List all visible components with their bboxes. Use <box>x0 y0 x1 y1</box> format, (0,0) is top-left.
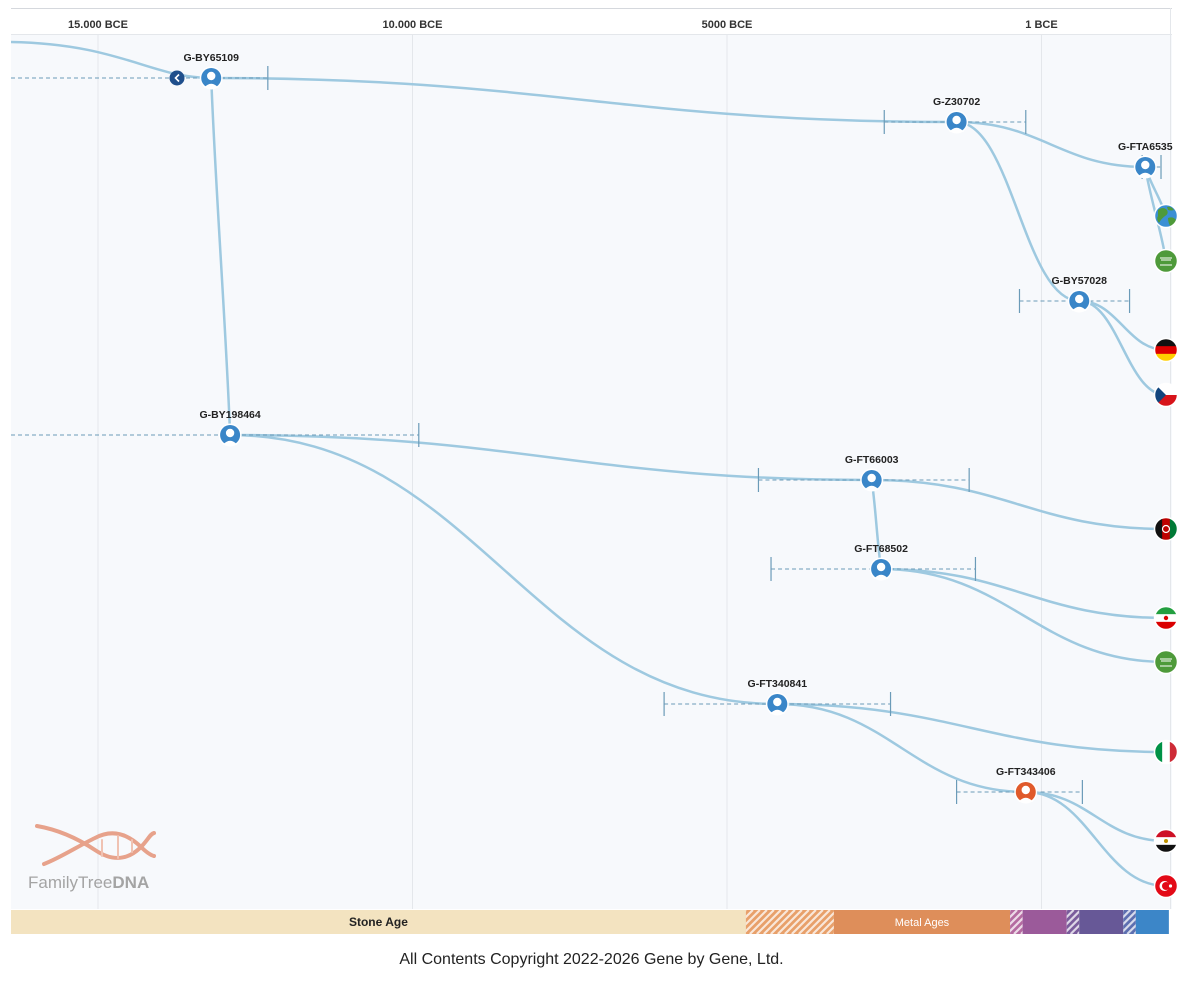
back-button[interactable] <box>169 70 185 86</box>
era-fill <box>1079 910 1124 934</box>
root-branch <box>11 40 212 80</box>
node-g-by198464[interactable]: G-BY198464 <box>199 409 261 447</box>
era-bar: Stone Age Metal Ages <box>11 910 1169 934</box>
tick-label: 5000 BCE <box>702 19 753 31</box>
node-g-ft68502[interactable]: G-FT68502 <box>854 543 908 581</box>
era-label: Metal Ages <box>895 917 950 929</box>
tick-label: 15.000 BCE <box>68 19 128 31</box>
flag-world-icon[interactable] <box>1153 203 1179 229</box>
plot-area <box>11 34 1172 909</box>
chevron-left-icon[interactable] <box>174 73 180 83</box>
flag-egypt-icon[interactable] <box>1153 828 1179 854</box>
node-label: G-BY65109 <box>183 52 239 64</box>
node-label: G-Z30702 <box>933 96 980 108</box>
timeline-chart: 15.000 BCE 10.000 BCE 5000 BCE 1 BCE G-BY65… <box>11 8 1179 934</box>
tick-label: 1 BCE <box>1025 19 1057 31</box>
flag-afghanistan-icon[interactable] <box>1153 516 1179 542</box>
era-fill <box>1135 910 1169 934</box>
node-label: G-FT340841 <box>748 678 808 690</box>
era-fill <box>11 910 746 934</box>
branch-line <box>956 120 1080 303</box>
person-icon <box>1018 785 1034 802</box>
dna-helix-icon <box>35 824 156 866</box>
copyright-footer: All Contents Copyright 2022-2026 Gene by… <box>399 951 784 968</box>
node-label: G-BY57028 <box>1052 275 1108 287</box>
era-segment <box>1010 910 1023 934</box>
person-icon <box>222 428 238 445</box>
svg-text:FamilyTreeDNA: FamilyTreeDNA <box>28 873 149 892</box>
flag-saudi-arabia-icon[interactable] <box>1153 248 1179 274</box>
node-g-by65109[interactable]: G-BY65109 <box>183 52 239 90</box>
flag-turkey-icon[interactable] <box>1153 873 1179 899</box>
era-segment <box>1022 910 1067 934</box>
era-segment <box>1066 910 1080 934</box>
branch-line <box>871 478 1167 531</box>
tick-label: 10.000 BCE <box>383 19 443 31</box>
branch-line <box>777 702 1167 754</box>
branch-line <box>956 120 1146 169</box>
era-label: Stone Age <box>349 915 408 929</box>
node-label: G-FT343406 <box>996 766 1056 778</box>
country-leaves[interactable] <box>1153 203 1179 899</box>
flag-iran-icon[interactable] <box>1153 605 1179 631</box>
logo-text-light: FamilyTree <box>28 873 112 892</box>
branch-line <box>1079 299 1167 397</box>
node-g-ft340841[interactable]: G-FT340841 <box>748 678 808 716</box>
node-label: G-FTA6535 <box>1118 141 1173 153</box>
era-segment: Metal Ages <box>833 910 1011 934</box>
person-icon <box>864 473 880 490</box>
branch-line <box>881 567 1167 620</box>
node-label: G-FT66003 <box>845 454 899 466</box>
flag-italy-icon[interactable] <box>1153 739 1179 765</box>
node-g-ft343406[interactable]: G-FT343406 <box>996 766 1056 804</box>
era-fill <box>1022 910 1067 934</box>
person-icon <box>1071 294 1087 311</box>
person-icon <box>949 115 965 132</box>
branch-line <box>230 433 872 482</box>
flag-czech-republic-icon[interactable] <box>1153 382 1179 408</box>
era-segment: Stone Age <box>11 910 746 934</box>
branch-line <box>1025 790 1167 843</box>
node-g-fta6535[interactable]: G-FTA6535 <box>1118 141 1173 179</box>
node-g-ft66003[interactable]: G-FT66003 <box>845 454 899 492</box>
node-label: G-FT68502 <box>854 543 908 555</box>
era-fill <box>833 910 1011 934</box>
era-segment <box>1123 910 1136 934</box>
logo-text-bold: DNA <box>112 873 149 892</box>
branch-lines <box>11 40 1168 888</box>
flag-germany-icon[interactable] <box>1153 337 1179 363</box>
branch-line <box>209 77 232 436</box>
node-g-z30702[interactable]: G-Z30702 <box>933 96 980 134</box>
branch-line <box>211 76 957 124</box>
branch-line <box>777 702 1026 794</box>
haplogroup-nodes[interactable]: G-BY65109 G-BY198464 G-Z30702 G-FTA6535 G-BY… <box>183 52 1173 804</box>
branch-line <box>1025 790 1167 888</box>
era-segment <box>745 910 834 934</box>
person-icon <box>769 697 785 714</box>
branch-line <box>881 567 1167 664</box>
person-icon <box>1137 160 1153 177</box>
back-circle[interactable] <box>169 70 185 86</box>
branch-line <box>230 433 778 706</box>
node-g-by57028[interactable]: G-BY57028 <box>1052 275 1108 313</box>
flag-saudi-arabia-icon[interactable] <box>1153 649 1179 675</box>
familytreedna-logo: FamilyTreeDNA <box>28 824 156 892</box>
era-segment <box>1079 910 1124 934</box>
node-label: G-BY198464 <box>199 409 260 421</box>
era-segment <box>1135 910 1169 934</box>
person-icon <box>873 562 889 579</box>
axis-tick-labels: 15.000 BCE 10.000 BCE 5000 BCE 1 BCE <box>68 19 1058 31</box>
person-icon <box>203 71 219 88</box>
